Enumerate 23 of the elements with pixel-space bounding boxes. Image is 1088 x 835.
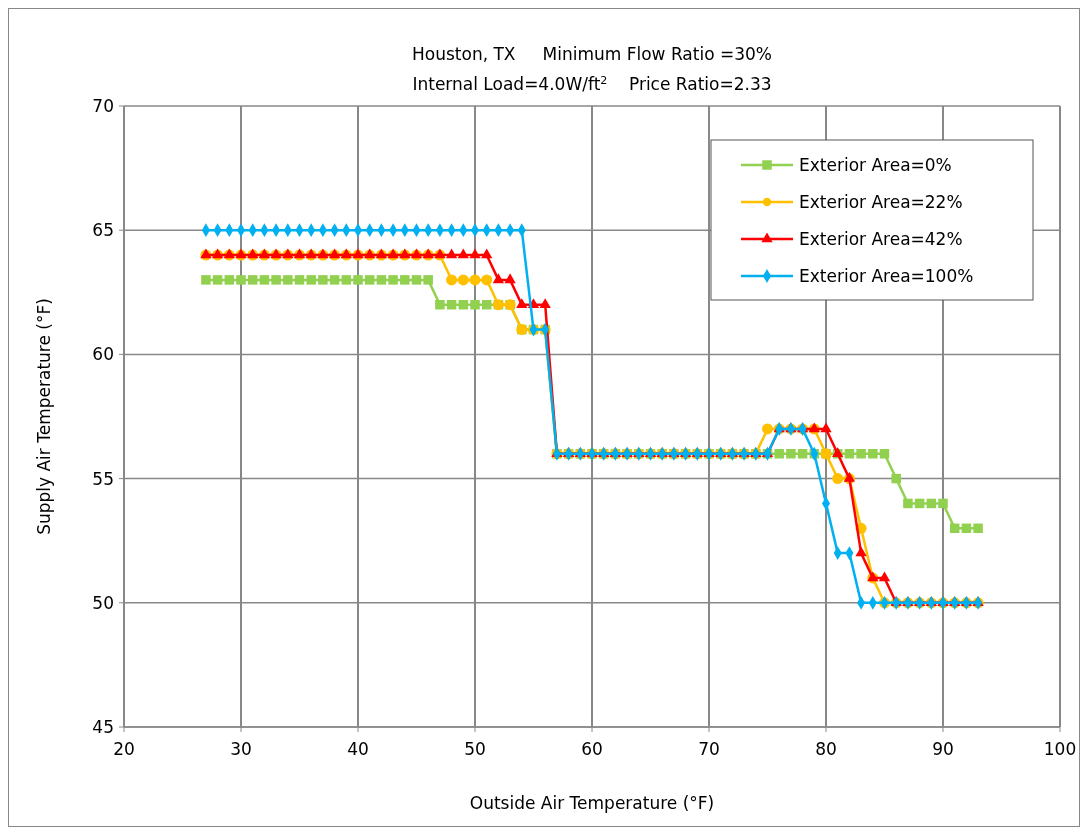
- x-tick-label: 100: [1043, 739, 1077, 759]
- y-tick-label: 55: [92, 468, 114, 489]
- x-tick-label: 30: [230, 739, 252, 759]
- y-tick-label: 65: [92, 220, 114, 241]
- x-tick-label: 70: [698, 739, 720, 759]
- y-tick-label: 45: [92, 717, 114, 737]
- legend-label: Exterior Area=22%: [799, 192, 963, 212]
- chart-title: Houston, TX Minimum Flow Ratio =30%: [412, 44, 772, 64]
- x-tick-label: 40: [347, 739, 369, 759]
- y-tick-label: 60: [92, 344, 114, 365]
- x-tick-label: 80: [815, 739, 837, 759]
- legend-label: Exterior Area=100%: [799, 266, 974, 286]
- y-tick-label: 50: [92, 592, 114, 613]
- y-axis-title: Supply Air Temperature (°F): [34, 298, 54, 535]
- x-tick-label: 90: [932, 739, 954, 759]
- legend-label: Exterior Area=0%: [799, 155, 952, 175]
- x-tick-label: 50: [464, 739, 486, 759]
- x-tick-label: 60: [581, 739, 603, 759]
- x-tick-label: 20: [113, 739, 135, 759]
- text: Internal Load=4.0W/ft$^{2}$ Price Ratio=2.33: [412, 73, 772, 94]
- legend-label: Exterior Area=42%: [799, 229, 963, 249]
- y-tick-label: 70: [92, 96, 114, 116]
- x-axis-title: Outside Air Temperature (°F): [469, 793, 715, 813]
